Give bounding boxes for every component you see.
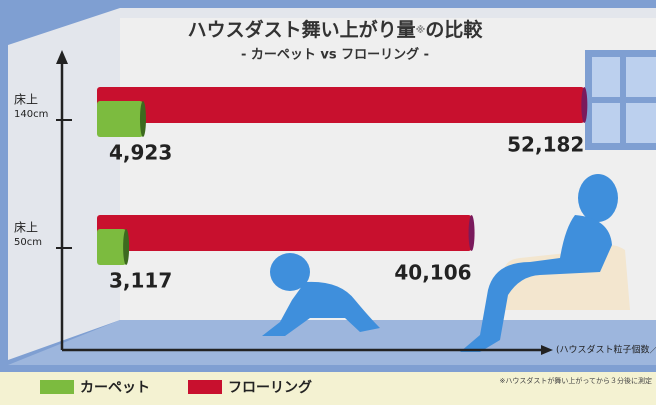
legend-swatch <box>40 380 74 394</box>
bar <box>97 101 143 137</box>
category-sub-label: 140cm <box>14 109 48 120</box>
chart-subtitle: - カーペット vs フローリング - <box>241 47 429 63</box>
bar-end <box>140 101 146 137</box>
title-main: ハウスダスト舞い上がり量 <box>188 18 416 41</box>
chart-title: ハウスダスト舞い上がり量※の比較 <box>188 18 484 41</box>
bar-end <box>123 229 129 265</box>
category-label: 床上 <box>14 93 38 107</box>
value-label: 4,923 <box>109 141 172 165</box>
bar <box>97 215 472 251</box>
title-suffix: の比較 <box>425 18 483 41</box>
legend-label: フローリング <box>228 379 312 396</box>
legend-swatch <box>188 380 222 394</box>
value-label: 52,182 <box>507 133 584 157</box>
chart: (ハウスダスト粒子個数／㎥) ハウスダスト舞い上がり量※の比較 - カーペット … <box>0 0 656 405</box>
bar-end <box>581 87 587 123</box>
footnote: ※ハウスダストが舞い上がってから３分後に測定 <box>499 376 652 385</box>
window-pane <box>592 103 620 143</box>
x-axis-label: (ハウスダスト粒子個数／㎥) <box>556 344 656 356</box>
bar <box>97 87 584 123</box>
category-sub-label: 50cm <box>14 237 42 248</box>
value-label: 3,117 <box>109 269 172 293</box>
window-pane <box>626 103 656 143</box>
bar-end <box>469 215 475 251</box>
window-pane <box>626 57 656 97</box>
bar <box>97 229 126 265</box>
category-label: 床上 <box>14 221 38 235</box>
window-pane <box>592 57 620 97</box>
value-label: 40,106 <box>394 261 471 285</box>
floor <box>8 320 656 365</box>
title-mark: ※ <box>416 24 426 36</box>
legend-label: カーペット <box>80 380 150 396</box>
